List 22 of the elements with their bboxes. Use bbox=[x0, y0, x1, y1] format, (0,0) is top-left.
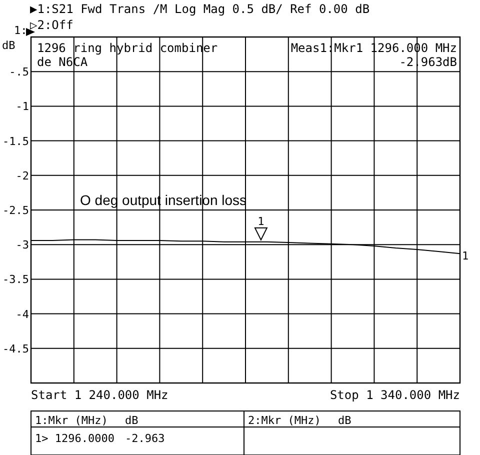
y-tick-label: -2.5 bbox=[2, 204, 29, 217]
y-tick-label: -4 bbox=[16, 308, 30, 321]
text: Start 1 240.000 MHz bbox=[31, 388, 168, 402]
text: -2.963 bbox=[125, 432, 165, 445]
chart-subtitle: ▷2:Off bbox=[30, 18, 74, 32]
y-tick-label: -1 bbox=[16, 100, 29, 114]
chart-title: ▶1:S21 Fwd Trans /M Log Mag 0.5 dB/ Ref 0.00 dB bbox=[30, 2, 370, 16]
annotation: 1 bbox=[258, 214, 264, 228]
text: 1:Mkr (MHz) bbox=[35, 414, 108, 427]
text: Stop 1 340.000 MHz bbox=[330, 388, 460, 402]
text: 1> 1296.0000 bbox=[35, 432, 114, 445]
text: dB bbox=[125, 414, 139, 427]
y-tick-label: -3 bbox=[16, 238, 29, 252]
y-tick-label: -4.5 bbox=[2, 342, 29, 356]
y-axis-title: 1: dB bbox=[2, 24, 28, 52]
text: 2:Mkr (MHz) bbox=[248, 414, 321, 427]
y-tick-label: -2 bbox=[16, 169, 29, 182]
text: 1 bbox=[462, 250, 469, 263]
y-tick-label: -1.5 bbox=[2, 134, 29, 148]
y-tick-label: -3.5 bbox=[2, 273, 29, 286]
y-tick-label: -.5 bbox=[9, 66, 29, 79]
text: dB bbox=[338, 414, 352, 427]
